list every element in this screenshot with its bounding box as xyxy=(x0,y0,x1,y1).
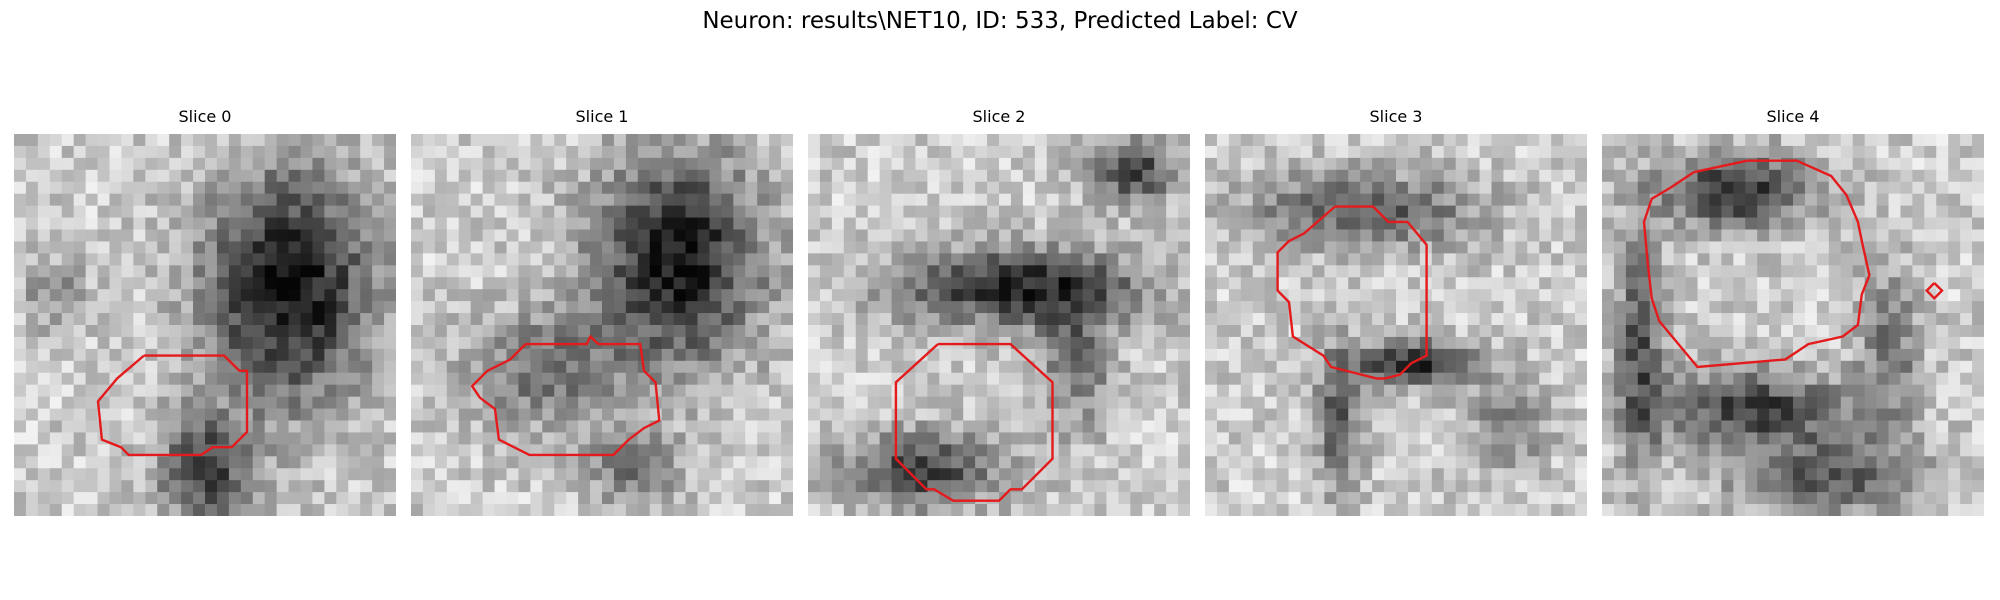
segmentation-contour-small xyxy=(1925,282,1944,301)
slice-panel-1: Slice 1 xyxy=(411,106,793,522)
slice-image-1 xyxy=(411,134,793,516)
slice-title: Slice 3 xyxy=(1369,107,1423,126)
pixel-grid xyxy=(808,134,1190,516)
segmentation-contour xyxy=(1276,205,1428,380)
slice-title: Slice 0 xyxy=(178,107,232,126)
pixel-grid xyxy=(14,134,396,516)
pixel-grid xyxy=(1205,134,1587,516)
pixel-grid xyxy=(411,134,793,516)
pixel-grid xyxy=(1602,134,1984,516)
segmentation-contour xyxy=(1642,159,1871,369)
slice-panel-3: Slice 3 xyxy=(1205,106,1587,522)
slice-title: Slice 2 xyxy=(972,107,1026,126)
slice-image-0 xyxy=(14,134,396,516)
slice-panel-0: Slice 0 xyxy=(14,106,396,522)
slice-image-3 xyxy=(1205,134,1587,516)
slice-image-2 xyxy=(808,134,1190,516)
slice-panel-4: Slice 4 xyxy=(1602,106,1984,522)
segmentation-contour xyxy=(470,334,661,457)
slice-title: Slice 1 xyxy=(575,107,629,126)
slice-image-4 xyxy=(1602,134,1984,516)
segmentation-contour xyxy=(96,354,249,457)
slice-title: Slice 4 xyxy=(1766,107,1820,126)
slice-panel-2: Slice 2 xyxy=(808,106,1190,522)
figure-title: Neuron: results\NET10, ID: 533, Predicte… xyxy=(702,8,1298,34)
segmentation-contour xyxy=(894,342,1054,502)
